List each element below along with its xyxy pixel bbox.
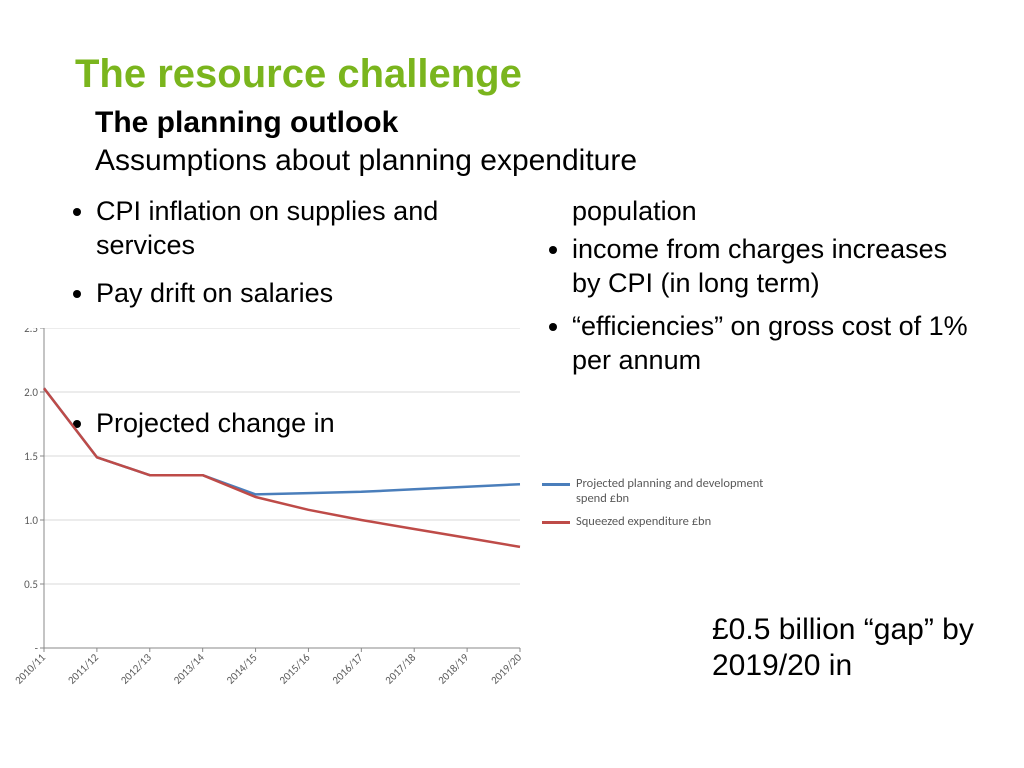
gap-callout: £0.5 billion “gap” by 2019/20 in [712, 612, 1024, 684]
svg-text:1.5: 1.5 [24, 450, 38, 463]
svg-text:2011/12: 2011/12 [65, 651, 101, 687]
legend-label-1: Projected planning and development spend… [576, 476, 786, 506]
line-chart: -0.51.01.52.02.52010/112011/122012/13201… [10, 328, 530, 718]
right-orphan-text: population [572, 195, 976, 229]
svg-text:2013/14: 2013/14 [171, 651, 207, 687]
legend-label-2: Squeezed expenditure £bn [576, 514, 711, 529]
svg-text:2014/15: 2014/15 [224, 651, 260, 687]
svg-text:2018/19: 2018/19 [435, 651, 471, 687]
right-bullet-2: “efficiencies” on gross cost of 1% per a… [572, 310, 976, 378]
legend-item-1: Projected planning and development spend… [542, 476, 786, 506]
slide-subtitle-2: Assumptions about planning expenditure [95, 144, 637, 178]
chart-legend: Projected planning and development spend… [542, 476, 786, 537]
svg-text:2016/17: 2016/17 [330, 651, 366, 687]
svg-text:2.5: 2.5 [24, 328, 38, 335]
legend-swatch-2 [542, 521, 570, 524]
right-bullet-1: income from charges increases by CPI (in… [572, 233, 976, 301]
right-bullet-list: population income from charges increases… [536, 195, 976, 388]
svg-text:2012/13: 2012/13 [118, 651, 154, 687]
svg-text:2010/11: 2010/11 [12, 651, 48, 687]
svg-text:2015/16: 2015/16 [277, 651, 313, 687]
svg-text:0.5: 0.5 [24, 578, 38, 591]
svg-text:2.0: 2.0 [24, 386, 38, 399]
slide-title: The resource challenge [75, 52, 522, 97]
left-bullet-1: CPI inflation on supplies and services [96, 195, 500, 263]
svg-text:2017/18: 2017/18 [382, 651, 418, 687]
svg-text:2019/20: 2019/20 [488, 651, 524, 687]
svg-text:1.0: 1.0 [24, 514, 38, 527]
slide-subtitle: The planning outlook [95, 106, 398, 140]
left-bullet-2: Pay drift on salaries [96, 277, 500, 311]
left-bullet-list: CPI inflation on supplies and services P… [60, 195, 500, 324]
legend-item-2: Squeezed expenditure £bn [542, 514, 786, 529]
legend-swatch-1 [542, 483, 570, 486]
